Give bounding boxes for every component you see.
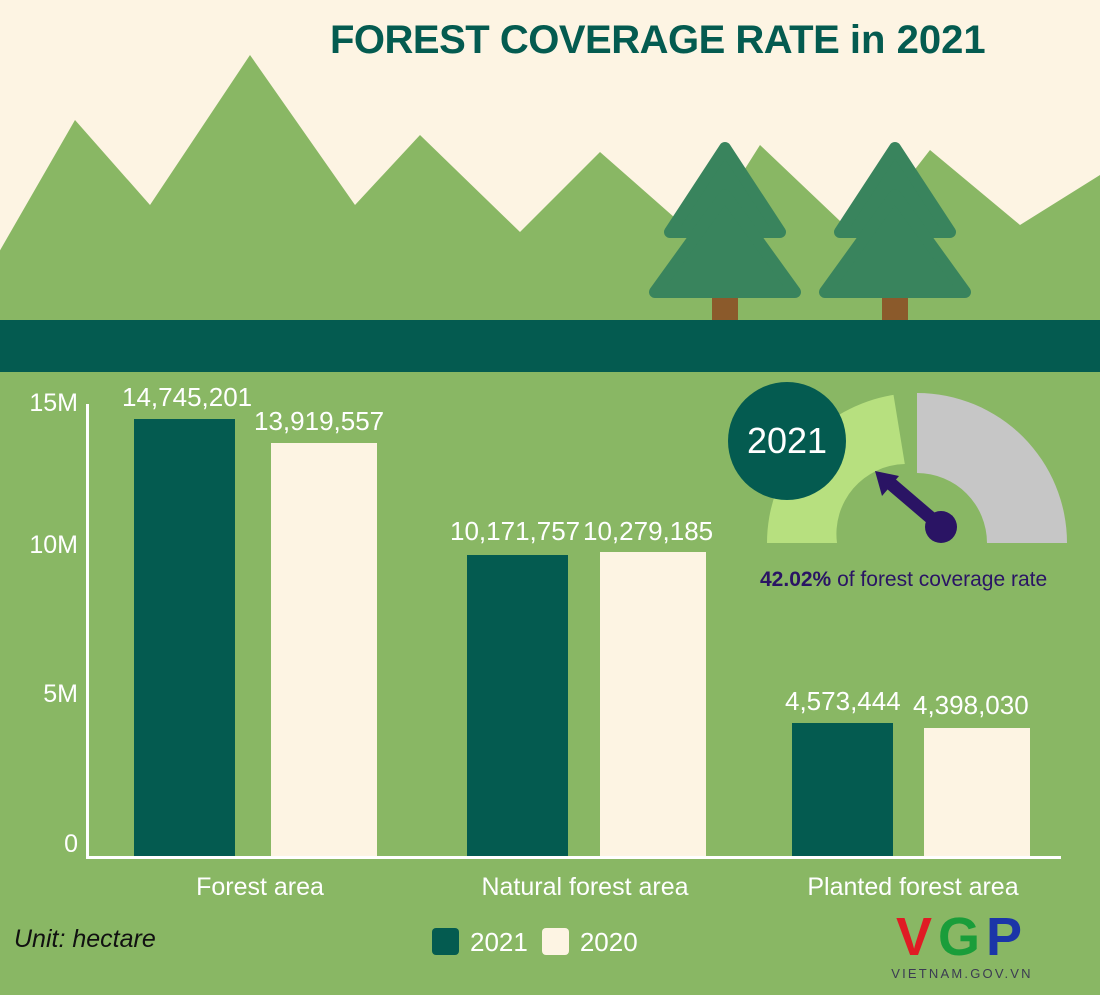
y-tick-0-label: 0 <box>64 830 78 858</box>
y-tick-10m-label: 10M <box>29 531 78 559</box>
bar-label-2021-natural-forest-area: 10,171,757 <box>450 516 581 546</box>
bar-label-2021-forest-area: 14,745,201 <box>122 382 253 412</box>
page-title-suffix: in 2021 <box>849 18 986 62</box>
gauge-percent-value: 42.02% <box>760 568 832 591</box>
tree-left-canopy-bottom <box>649 189 801 298</box>
vgp-logo-letter-v: V <box>895 907 938 967</box>
gauge-year-badge-label: 2021 <box>746 420 828 461</box>
legend-item-2021[interactable]: 2021 <box>432 928 528 955</box>
vgp-logo[interactable]: VGP VIETNAM.GOV.VN <box>872 910 1052 982</box>
bar-label-2020-planted-forest-area: 4,398,030 <box>913 690 1029 720</box>
bar-2021-natural-forest-area[interactable] <box>467 555 568 856</box>
mountain-scene-svg <box>0 0 1100 320</box>
gauge-caption: 42.02% of forest coverage rate <box>760 568 1047 592</box>
gauge-year-badge: 2021 <box>728 382 846 500</box>
chart-legend: 2021 2020 <box>432 928 638 955</box>
gauge-needle-tip <box>875 471 899 496</box>
category-label-natural-forest-area: Natural forest area <box>481 873 689 901</box>
legend-item-2020[interactable]: 2020 <box>541 926 638 957</box>
bar-label-2021-planted-forest-area: 4,573,444 <box>785 686 901 716</box>
vgp-logo-tagline: VIETNAM.GOV.VN <box>891 966 1033 982</box>
tree-right <box>819 142 971 320</box>
category-label-forest-area: Forest area <box>196 873 324 901</box>
bar-2021-forest-area[interactable] <box>134 419 235 856</box>
unit-note: Unit: hectare <box>14 925 156 953</box>
legend-swatch-2021-icon <box>432 928 459 955</box>
tree-left <box>649 142 801 320</box>
gauge-arc-remaining <box>917 393 1067 543</box>
vgp-logo-letter-g: G <box>937 907 986 967</box>
bar-2020-planted-forest-area[interactable] <box>924 728 1030 856</box>
legend-swatch-2020-icon <box>541 928 569 955</box>
y-axis-line <box>86 404 89 859</box>
x-axis-line <box>86 856 1061 859</box>
mountain-range <box>0 55 1100 320</box>
gauge-needle-pivot <box>925 511 957 543</box>
vgp-logo-letter-p: P <box>986 907 1029 967</box>
gauge-needle <box>875 471 957 543</box>
y-tick-15m-label: 15M <box>29 389 78 417</box>
vgp-logo-letters: VGP <box>872 910 1052 964</box>
bar-2020-natural-forest-area[interactable] <box>600 552 706 856</box>
category-label-planted-forest-area: Planted forest area <box>807 873 1019 901</box>
legend-label-2020: 2020 <box>579 926 638 957</box>
page-title: FOREST COVERAGE RATE in 2021 <box>330 18 1070 63</box>
y-tick-5m-label: 5M <box>43 680 78 708</box>
bar-label-2020-natural-forest-area: 10,279,185 <box>583 516 714 546</box>
tree-right-canopy-bottom <box>819 189 971 298</box>
bar-2021-planted-forest-area[interactable] <box>792 723 893 856</box>
hero-illustration: FOREST COVERAGE RATE in 2021 <box>0 0 1100 320</box>
bar-2020-forest-area[interactable] <box>271 443 377 856</box>
bar-label-2020-forest-area: 13,919,557 <box>254 406 385 436</box>
gauge-caption-text: of forest coverage rate <box>837 568 1048 591</box>
page-title-main: FOREST COVERAGE RATE <box>330 18 840 62</box>
divider-band <box>0 320 1100 372</box>
legend-label-2021: 2021 <box>470 926 528 957</box>
